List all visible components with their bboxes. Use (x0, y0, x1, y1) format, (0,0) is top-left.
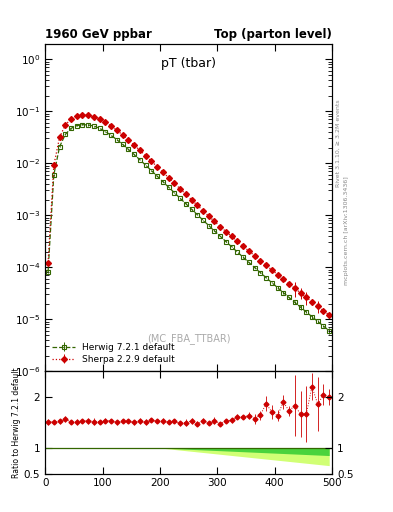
Text: (MC_FBA_TTBAR): (MC_FBA_TTBAR) (147, 333, 230, 344)
Text: Top (parton level): Top (parton level) (214, 28, 332, 41)
Y-axis label: Ratio to Herwig 7.2.1 default: Ratio to Herwig 7.2.1 default (12, 367, 21, 478)
Text: pT (tbar): pT (tbar) (161, 57, 216, 70)
Text: 1960 GeV ppbar: 1960 GeV ppbar (45, 28, 152, 41)
Text: Rivet 3.1.10, ≥ 3.2M events: Rivet 3.1.10, ≥ 3.2M events (336, 99, 341, 187)
Text: mcplots.cern.ch [arXiv:1306.3436]: mcplots.cern.ch [arXiv:1306.3436] (344, 176, 349, 285)
Legend: Herwig 7.2.1 default, Sherpa 2.2.9 default: Herwig 7.2.1 default, Sherpa 2.2.9 defau… (50, 340, 178, 367)
